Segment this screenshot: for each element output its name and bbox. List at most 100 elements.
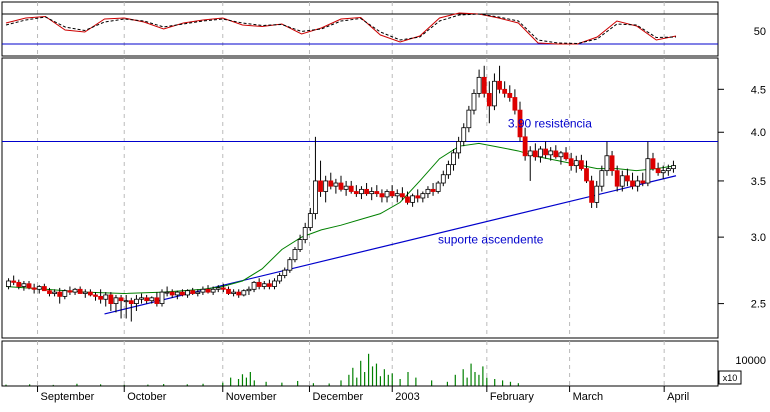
candle-body [195, 291, 201, 294]
candle [205, 285, 211, 294]
candle [486, 81, 492, 124]
candle-body [277, 275, 283, 282]
candle-body [272, 280, 277, 287]
volume-y-tick-label: 10000 [735, 355, 766, 367]
candle [190, 287, 196, 295]
candle [272, 278, 277, 290]
candle [128, 297, 134, 322]
price-y-axis: 2.5 3.0 3.5 4.0 4.5 [718, 84, 766, 311]
candle-body [415, 195, 421, 199]
candle [338, 175, 344, 192]
candle [573, 155, 579, 173]
candle [333, 178, 339, 194]
candle [584, 160, 589, 184]
oscillator-series-line [5, 13, 677, 45]
candle-body [538, 148, 543, 158]
price-gridlines [37, 58, 665, 338]
candle-body [246, 288, 252, 292]
candle [604, 141, 610, 176]
price-y-tick-label: 4.5 [751, 84, 766, 96]
candle-body [364, 188, 369, 195]
candle-body [502, 88, 508, 94]
candle-body [333, 182, 339, 187]
candle-body [420, 193, 426, 199]
candle-body [486, 92, 492, 107]
candle-body [256, 281, 262, 287]
candle-body [36, 286, 42, 290]
candle-body [359, 188, 364, 195]
candle [476, 69, 482, 98]
candle [185, 289, 190, 298]
candle-body [665, 168, 671, 172]
volume-multiplier-box [718, 370, 742, 385]
candle [47, 287, 52, 297]
candle [144, 294, 150, 304]
candle-body [604, 155, 610, 172]
candle [82, 289, 88, 298]
price-y-tick-label: 4.0 [751, 127, 766, 139]
candle-body [98, 295, 104, 300]
candle-body [261, 283, 267, 287]
candle-body [164, 291, 170, 294]
candle [52, 289, 57, 297]
candle-body [558, 152, 564, 158]
candle [149, 296, 155, 304]
x-tick-label: September [41, 391, 95, 403]
x-tick-label: December [312, 391, 363, 403]
candle-body [87, 291, 93, 296]
candle [67, 286, 73, 295]
candle [93, 292, 98, 301]
candle [261, 280, 267, 290]
candle-body [231, 291, 236, 294]
candle-body [435, 182, 441, 192]
candlesticks [6, 65, 676, 322]
candle-body [379, 193, 385, 198]
candle-body [41, 286, 47, 292]
candle-body [640, 180, 646, 184]
oscillator-series [5, 12, 677, 45]
candle-body [139, 297, 144, 300]
candle-body [517, 109, 523, 138]
candle [210, 286, 216, 295]
candle-body [589, 180, 595, 203]
candle [471, 89, 477, 115]
x-tick-label: February [490, 391, 535, 403]
candle-body [21, 283, 27, 287]
candle [609, 150, 615, 176]
candle-body [599, 170, 605, 187]
x-tick-label: October [127, 391, 166, 403]
trendline-segment [104, 175, 677, 315]
candle [282, 267, 288, 279]
candle [113, 294, 119, 313]
candle [231, 289, 236, 297]
candle [215, 285, 221, 293]
candle [353, 185, 359, 197]
candle [328, 172, 334, 190]
candle-body [497, 80, 502, 90]
candle-body [226, 288, 231, 294]
candle [302, 222, 308, 244]
oscillator-reference-lines [2, 13, 718, 45]
candle-body [328, 180, 334, 187]
candle-body [609, 155, 615, 172]
candle-body [425, 188, 431, 195]
candle-body [16, 281, 22, 287]
volume-frame [1, 340, 719, 387]
candle-body [282, 269, 288, 276]
candle [389, 185, 395, 198]
candle [359, 186, 364, 200]
candle [599, 165, 605, 192]
support-trendline [104, 175, 677, 315]
annotation-resistance: 3.90 resistência [508, 117, 592, 131]
candle [517, 101, 523, 142]
candle-body [338, 182, 344, 190]
candle-body [650, 158, 656, 170]
candle-body [461, 127, 467, 142]
candle-body [471, 92, 477, 111]
candle-body [553, 150, 559, 158]
candle-body [118, 297, 124, 302]
candle [497, 65, 502, 94]
candle-body [410, 195, 416, 203]
candle-body [236, 291, 242, 296]
candle [241, 289, 247, 297]
